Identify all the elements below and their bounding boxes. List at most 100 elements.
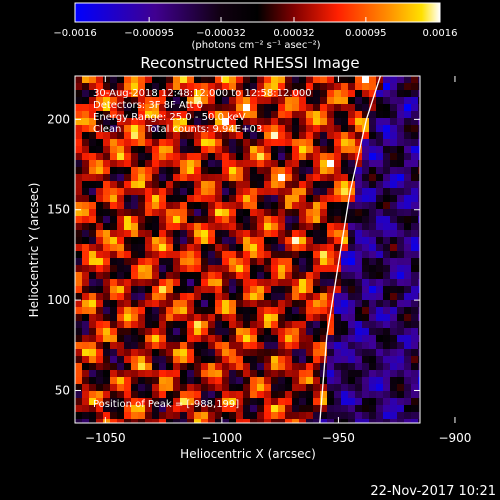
heatmap-cell [362,104,370,112]
heatmap-cell [334,153,342,161]
heatmap-cell [145,321,153,329]
heatmap-cell [215,286,223,294]
heatmap-cell [201,146,209,154]
heatmap-cell [208,160,216,168]
heatmap-cell [173,167,181,175]
heatmap-cell [82,328,90,336]
heatmap-cell [236,335,244,343]
heatmap-cell [306,195,314,203]
heatmap-cell [194,321,202,329]
heatmap-cell [82,377,90,385]
heatmap-cell [103,300,111,308]
heatmap-cell [75,391,83,399]
heatmap-cell [173,90,181,98]
heatmap-cell [89,293,97,301]
heatmap-cell [299,398,307,406]
heatmap-cell [362,307,370,315]
heatmap-cell [355,237,363,245]
heatmap-cell [292,111,300,119]
heatmap-cell [404,405,412,413]
heatmap-cell [369,146,377,154]
heatmap-cell [236,356,244,364]
heatmap-cell [124,342,132,350]
heatmap-cell [355,160,363,168]
heatmap-cell [390,391,398,399]
heatmap-cell [292,209,300,217]
heatmap-cell [201,160,209,168]
heatmap-cell [159,230,167,238]
heatmap-cell [334,237,342,245]
heatmap-cell [327,223,335,231]
heatmap-cell [257,272,265,280]
heatmap-cell [376,412,384,420]
heatmap-cell [222,174,230,182]
heatmap-cell [278,139,286,147]
heatmap-cell [145,139,153,147]
heatmap-cell [383,293,391,301]
heatmap-cell [159,279,167,287]
heatmap-cell [180,251,188,259]
heatmap-cell [348,90,356,98]
heatmap-cell [215,244,223,252]
heatmap-cell [173,125,181,133]
heatmap-cell [166,139,174,147]
heatmap-cell [355,83,363,91]
heatmap-cell [327,293,335,301]
heatmap-cell [208,384,216,392]
heatmap-cell [236,363,244,371]
heatmap-cell [138,244,146,252]
heatmap-cell [236,405,244,413]
heatmap-cell [313,167,321,175]
heatmap-image [75,76,420,423]
heatmap-cell [348,132,356,140]
heatmap-cell [222,265,230,273]
heatmap-cell [271,202,279,210]
heatmap-cell [96,195,104,203]
heatmap-cell [404,279,412,287]
heatmap-cell [348,195,356,203]
heatmap-cell [292,90,300,98]
heatmap-cell [208,398,216,406]
annotation-peak-position: Position of Peak = [-988,199] [93,399,239,410]
heatmap-cell [313,265,321,273]
heatmap-cell [82,132,90,140]
heatmap-cell [166,216,174,224]
heatmap-cell [201,209,209,217]
heatmap-cell [327,384,335,392]
heatmap-cell [180,153,188,161]
heatmap-cell [369,370,377,378]
heatmap-cell [390,230,398,238]
heatmap-cell [222,244,230,252]
heatmap-cell [229,160,237,168]
heatmap-cell [173,104,181,112]
heatmap-cell [215,97,223,105]
heatmap-cell [89,377,97,385]
heatmap-cell [187,398,195,406]
heatmap-cell [187,118,195,126]
heatmap-cell [257,209,265,217]
heatmap-cell [152,111,160,119]
heatmap-cell [285,209,293,217]
heatmap-cell [376,286,384,294]
heatmap-cell [306,251,314,259]
heatmap-cell [117,202,125,210]
heatmap-cell [278,230,286,238]
heatmap-cell [257,237,265,245]
heatmap-cell [180,370,188,378]
heatmap-cell [376,83,384,91]
heatmap-cell [285,251,293,259]
heatmap-cell [222,286,230,294]
heatmap-cell [292,370,300,378]
heatmap-cell [313,202,321,210]
heatmap-cell [306,230,314,238]
heatmap-cell [397,209,405,217]
heatmap-cell [243,321,251,329]
heatmap-cell [103,258,111,266]
heatmap-cell [313,118,321,126]
heatmap-cell [369,230,377,238]
heatmap-cell [131,286,139,294]
heatmap-cell [145,342,153,350]
heatmap-cell [124,356,132,364]
heatmap-cell [173,237,181,245]
heatmap-cell [411,335,419,343]
